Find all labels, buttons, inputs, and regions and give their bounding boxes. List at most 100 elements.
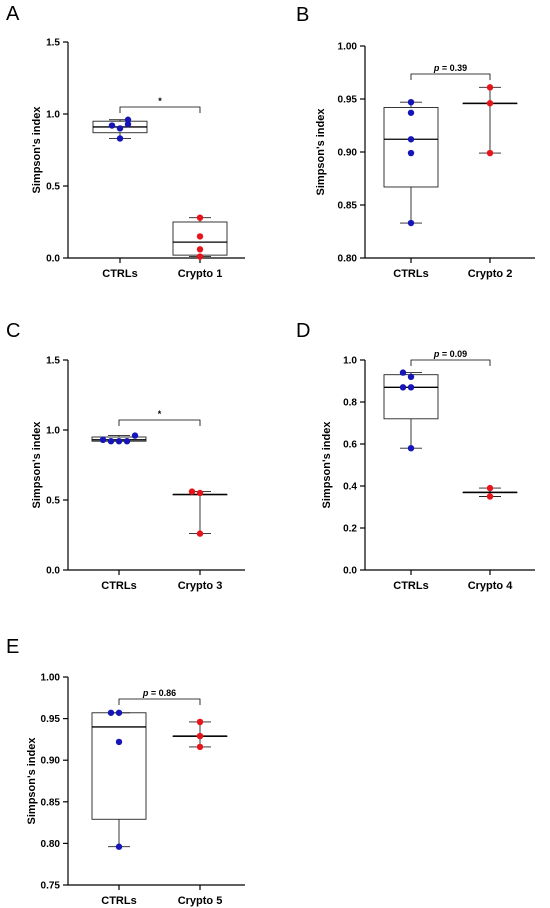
data-point (196, 233, 204, 240)
significance-bracket (118, 698, 201, 705)
data-point (116, 125, 124, 132)
data-point (115, 438, 123, 445)
box-iqr (91, 712, 147, 820)
group-ctrls (383, 369, 439, 452)
panel-letter: D (296, 320, 310, 342)
y-tick-label: 0.95 (41, 714, 61, 725)
data-point (99, 436, 107, 443)
data-point (196, 530, 204, 537)
y-tick-label: 0.95 (338, 95, 358, 106)
data-point (399, 369, 407, 376)
data-point (407, 445, 415, 452)
data-point (107, 438, 115, 445)
y-tick-label: 1.0 (46, 110, 60, 121)
data-point (115, 738, 123, 746)
x-category-label: CTRLs (102, 268, 137, 280)
x-category-label: CTRLs (101, 580, 136, 592)
box-iqr (383, 374, 439, 420)
data-point (486, 493, 494, 500)
group-crypto-1 (172, 214, 228, 260)
panel-b: B Simpson's index 0.80 0.85 0.90 0.95 1.00 CTRL… (296, 4, 535, 280)
y-axis-title: Simpson's index (26, 737, 38, 825)
y-tick-label: 0.85 (338, 201, 358, 212)
significance-label: p = 0.86 (142, 688, 176, 698)
group-crypto-4 (462, 484, 518, 500)
data-point (196, 246, 204, 253)
data-point (407, 149, 415, 157)
data-point (108, 122, 116, 129)
data-point (486, 84, 494, 91)
panel-letter: C (6, 320, 20, 342)
significance-label: * (158, 409, 162, 419)
significance-bracket (410, 73, 491, 80)
y-axis-title: Simpson's index (31, 421, 43, 509)
y-tick-label: 0.0 (343, 566, 357, 577)
data-point (107, 709, 115, 716)
data-point (399, 384, 407, 391)
panel-a: A Simpson's index 0.0 0.5 1.0 1.5 CTRLs Crypto … (6, 3, 245, 280)
y-axis-title: Simpson's index (31, 106, 43, 194)
data-point (196, 489, 204, 497)
data-point (196, 743, 204, 751)
y-tick-label: 0.6 (343, 440, 357, 451)
x-category-label: Crypto 2 (468, 268, 513, 280)
panel-letter: B (296, 4, 309, 26)
significance-bracket (118, 419, 201, 426)
panel-letter: E (6, 636, 19, 658)
x-category-label: Crypto 3 (178, 580, 223, 592)
x-category-label: CTRLs (393, 580, 428, 592)
y-tick-label: 0.85 (41, 797, 61, 808)
y-tick-label: 1.5 (46, 38, 60, 49)
y-tick-label: 0.8 (343, 398, 357, 409)
x-category-label: Crypto 4 (468, 580, 514, 592)
data-point (407, 136, 415, 143)
y-axis-title: Simpson's index (321, 421, 333, 509)
data-point (486, 100, 494, 107)
box-iqr (383, 107, 439, 188)
group-ctrls (91, 709, 147, 850)
data-point (486, 484, 494, 492)
data-point (196, 732, 204, 740)
significance-label: p = 0.39 (433, 63, 467, 73)
y-tick-label: 0.80 (41, 839, 61, 850)
group-crypto-2 (462, 84, 518, 157)
significance-bracket (410, 359, 491, 366)
y-tick-label: 0.5 (46, 182, 60, 193)
group-crypto-3 (172, 488, 228, 537)
significance-label: p = 0.09 (433, 349, 467, 359)
group-ctrls (383, 98, 439, 227)
data-point (188, 488, 196, 495)
data-point (486, 149, 494, 157)
data-point (196, 214, 204, 221)
y-tick-label: 0.2 (343, 524, 357, 535)
x-category-label: Crypto 1 (178, 268, 223, 280)
y-tick-label: 0.0 (46, 254, 60, 265)
data-point (407, 98, 415, 106)
y-tick-label: 0.80 (338, 254, 358, 265)
panel-e: E Simpson's index 0.75 0.80 0.85 0.90 0.95 1.00… (6, 636, 245, 907)
y-tick-label: 0.4 (343, 482, 357, 493)
group-crypto-5 (172, 718, 228, 751)
data-point (196, 718, 204, 726)
panel-d: D Simpson's index 0.0 0.2 0.4 0.6 0.8 1.0 CTRLs C… (296, 320, 535, 592)
y-tick-label: 0.0 (46, 566, 60, 577)
x-category-label: CTRLs (393, 268, 428, 280)
y-tick-label: 1.5 (46, 356, 60, 367)
group-ctrls (91, 432, 147, 445)
x-category-label: CTRLs (101, 895, 136, 907)
data-point (115, 843, 123, 850)
data-point (115, 709, 123, 716)
data-point (116, 135, 124, 142)
significance-label: * (158, 96, 162, 106)
significance-bracket (119, 106, 201, 113)
y-tick-label: 1.0 (343, 356, 357, 367)
data-point (407, 109, 415, 116)
group-ctrls (92, 116, 148, 142)
panel-letter: A (6, 3, 20, 25)
data-point (407, 219, 415, 227)
data-point (123, 438, 131, 445)
y-tick-label: 0.90 (41, 756, 61, 767)
data-point (124, 116, 132, 123)
data-point (407, 373, 415, 380)
